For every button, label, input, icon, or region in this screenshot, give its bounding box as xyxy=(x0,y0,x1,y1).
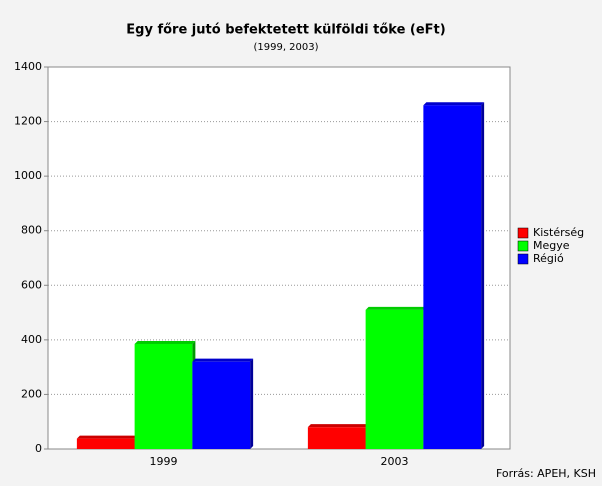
chart-subtitle: (1999, 2003) xyxy=(253,42,318,53)
bar-3d xyxy=(134,340,196,449)
y-tick-label: 800 xyxy=(21,224,42,237)
legend-label: Régió xyxy=(533,252,564,265)
bar-top xyxy=(365,306,427,310)
y-tick-label: 1000 xyxy=(14,169,42,182)
bar xyxy=(423,105,482,449)
chart-title: Egy főre jutó befektetett külföldi tőke … xyxy=(126,23,445,38)
y-tick-label: 1200 xyxy=(14,115,42,128)
bar xyxy=(76,438,135,449)
legend-swatch xyxy=(517,240,529,252)
bar-3d xyxy=(365,306,427,449)
legend-swatch xyxy=(517,253,529,265)
y-tick-label: 200 xyxy=(21,387,42,400)
bar-3d xyxy=(307,424,369,449)
x-tick-label: 2003 xyxy=(381,455,409,468)
x-tick-label: 1999 xyxy=(150,455,178,468)
y-tick-label: 400 xyxy=(21,333,42,346)
bar xyxy=(192,361,251,449)
y-tick-label: 600 xyxy=(21,278,42,291)
bar-side xyxy=(250,358,254,449)
legend-label: Megye xyxy=(533,239,570,252)
bar-3d xyxy=(423,102,485,449)
bar-top xyxy=(134,340,196,344)
bar xyxy=(134,343,193,449)
bar-side xyxy=(481,102,485,449)
bar-3d xyxy=(192,358,254,449)
bar-top xyxy=(76,435,138,439)
bar-top xyxy=(192,358,254,362)
y-tick-label: 0 xyxy=(35,442,42,455)
y-tick-label: 1400 xyxy=(14,60,42,73)
bar-top xyxy=(423,102,485,106)
legend-label: Kistérség xyxy=(533,226,584,239)
legend-swatch xyxy=(517,227,529,239)
bar xyxy=(307,427,366,449)
bar-top xyxy=(307,424,369,428)
bar xyxy=(365,309,424,449)
bar-3d xyxy=(76,435,138,449)
source: Forrás: APEH, KSH xyxy=(496,467,596,480)
